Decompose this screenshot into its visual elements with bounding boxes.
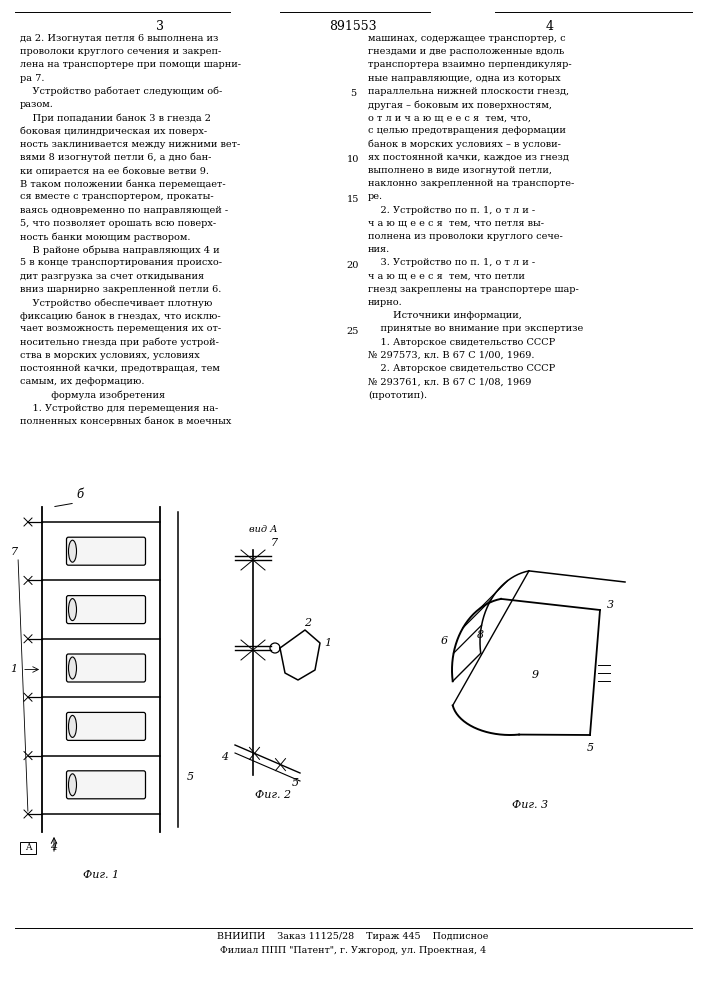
- Text: 4: 4: [546, 20, 554, 33]
- Text: боковая цилиндрическая их поверх-: боковая цилиндрическая их поверх-: [20, 126, 207, 136]
- Text: машинах, содержащее транспортер, с: машинах, содержащее транспортер, с: [368, 34, 566, 43]
- Text: 1. Авторское свидетельство СССР: 1. Авторское свидетельство СССР: [368, 338, 555, 347]
- Text: 3. Устройство по п. 1, о т л и -: 3. Устройство по п. 1, о т л и -: [368, 258, 535, 267]
- Bar: [20, 842, 36, 854]
- Text: При попадании банок 3 в гнезда 2: При попадании банок 3 в гнезда 2: [20, 113, 211, 123]
- Text: 5: 5: [187, 772, 194, 782]
- Text: параллельна нижней плоскости гнезд,: параллельна нижней плоскости гнезд,: [368, 87, 569, 96]
- Text: постоянной качки, предотвращая, тем: постоянной качки, предотвращая, тем: [20, 364, 220, 373]
- Ellipse shape: [69, 774, 76, 796]
- Text: лена на транспортере при помощи шарни-: лена на транспортере при помощи шарни-: [20, 60, 241, 69]
- Text: самым, их деформацию.: самым, их деформацию.: [20, 377, 144, 386]
- Text: ях постоянной качки, каждое из гнезд: ях постоянной качки, каждое из гнезд: [368, 153, 569, 162]
- Text: 10: 10: [347, 155, 359, 164]
- Text: вниз шарнирно закрепленной петли 6.: вниз шарнирно закрепленной петли 6.: [20, 285, 221, 294]
- Text: разом.: разом.: [20, 100, 54, 109]
- Text: ные направляющие, одна из которых: ные направляющие, одна из которых: [368, 74, 561, 83]
- Text: 5, что позволяет орошать всю поверх-: 5, что позволяет орошать всю поверх-: [20, 219, 216, 228]
- Text: 4: 4: [50, 842, 57, 852]
- Text: 891553: 891553: [329, 20, 377, 33]
- Text: 8: 8: [477, 630, 484, 640]
- Text: банок в морских условиях – в услови-: банок в морских условиях – в услови-: [368, 140, 561, 149]
- Text: ки опирается на ее боковые ветви 9.: ки опирается на ее боковые ветви 9.: [20, 166, 209, 176]
- Text: формула изобретения: формула изобретения: [20, 390, 165, 400]
- Text: ства в морских условиях, условиях: ства в морских условиях, условиях: [20, 351, 200, 360]
- Text: полненных консервных банок в моечных: полненных консервных банок в моечных: [20, 417, 231, 426]
- FancyBboxPatch shape: [66, 712, 146, 740]
- Text: 20: 20: [347, 260, 359, 269]
- Text: проволоки круглого сечения и закреп-: проволоки круглого сечения и закреп-: [20, 47, 221, 56]
- Ellipse shape: [69, 657, 76, 679]
- Text: вид А: вид А: [249, 526, 277, 534]
- Text: гнезд закреплены на транспортере шар-: гнезд закреплены на транспортере шар-: [368, 285, 579, 294]
- Text: В районе обрыва направляющих 4 и: В районе обрыва направляющих 4 и: [20, 245, 220, 255]
- Text: транспортера взаимно перпендикуляр-: транспортера взаимно перпендикуляр-: [368, 60, 572, 69]
- Text: да 2. Изогнутая петля 6 выполнена из: да 2. Изогнутая петля 6 выполнена из: [20, 34, 218, 43]
- Text: 15: 15: [347, 194, 359, 204]
- FancyBboxPatch shape: [66, 771, 146, 799]
- Text: ность банки моющим раствором.: ность банки моющим раствором.: [20, 232, 190, 241]
- Text: ч а ю щ е е с я  тем, что петля вы-: ч а ю щ е е с я тем, что петля вы-: [368, 219, 544, 228]
- Text: с целью предотвращения деформации: с целью предотвращения деформации: [368, 126, 566, 135]
- Text: 4: 4: [221, 752, 228, 762]
- Text: ния.: ния.: [368, 245, 390, 254]
- Text: выполнено в виде изогнутой петли,: выполнено в виде изогнутой петли,: [368, 166, 552, 175]
- Text: 6: 6: [441, 636, 448, 646]
- Text: принятые во внимание при экспертизе: принятые во внимание при экспертизе: [368, 324, 583, 333]
- Text: Устройство работает следующим об-: Устройство работает следующим об-: [20, 87, 222, 96]
- Ellipse shape: [69, 715, 76, 737]
- Text: 5: 5: [350, 89, 356, 98]
- Text: Источники информации,: Источники информации,: [368, 311, 522, 320]
- Text: 3: 3: [156, 20, 164, 33]
- Text: Устройство обеспечивает плотную: Устройство обеспечивает плотную: [20, 298, 212, 308]
- FancyBboxPatch shape: [66, 596, 146, 624]
- Text: 5 в конце транспортирования происхо-: 5 в конце транспортирования происхо-: [20, 258, 222, 267]
- Text: 9: 9: [532, 670, 539, 680]
- FancyBboxPatch shape: [66, 654, 146, 682]
- Text: 2. Авторское свидетельство СССР: 2. Авторское свидетельство СССР: [368, 364, 555, 373]
- Text: Филиал ППП "Патент", г. Ужгород, ул. Проектная, 4: Филиал ППП "Патент", г. Ужгород, ул. Про…: [220, 946, 486, 955]
- Text: нирно.: нирно.: [368, 298, 403, 307]
- Text: носительно гнезда при работе устрой-: носительно гнезда при работе устрой-: [20, 338, 219, 347]
- Text: Фиг. 2: Фиг. 2: [255, 790, 291, 800]
- Text: ность заклинивается между нижними вет-: ность заклинивается между нижними вет-: [20, 140, 240, 149]
- Text: № 293761, кл. В 67 С 1/08, 1969: № 293761, кл. В 67 С 1/08, 1969: [368, 377, 532, 386]
- Text: Фиг. 1: Фиг. 1: [83, 870, 119, 880]
- Text: В таком положении банка перемещает-: В таком положении банка перемещает-: [20, 179, 226, 189]
- Text: 5: 5: [586, 743, 594, 753]
- Text: наклонно закрепленной на транспорте-: наклонно закрепленной на транспорте-: [368, 179, 574, 188]
- Text: ваясь одновременно по направляющей -: ваясь одновременно по направляющей -: [20, 206, 228, 215]
- Text: ВНИИПИ    Заказ 11125/28    Тираж 445    Подписное: ВНИИПИ Заказ 11125/28 Тираж 445 Подписно…: [217, 932, 489, 941]
- Text: 2. Устройство по п. 1, о т л и -: 2. Устройство по п. 1, о т л и -: [368, 206, 535, 215]
- Text: Фиг. 3: Фиг. 3: [512, 800, 548, 810]
- Text: 25: 25: [347, 326, 359, 336]
- Text: 1. Устройство для перемещения на-: 1. Устройство для перемещения на-: [20, 404, 218, 413]
- Text: полнена из проволоки круглого сече-: полнена из проволоки круглого сече-: [368, 232, 563, 241]
- Text: б: б: [76, 488, 83, 501]
- Text: № 297573, кл. В 67 С 1/00, 1969.: № 297573, кл. В 67 С 1/00, 1969.: [368, 351, 534, 360]
- Text: 2: 2: [305, 618, 312, 628]
- FancyBboxPatch shape: [66, 537, 146, 565]
- Text: 7: 7: [11, 547, 18, 557]
- Text: 7: 7: [271, 538, 278, 548]
- Text: 1: 1: [11, 664, 18, 674]
- Text: 5: 5: [291, 778, 298, 788]
- Text: другая – боковым их поверхностям,: другая – боковым их поверхностям,: [368, 100, 552, 109]
- Text: чает возможность перемещения их от-: чает возможность перемещения их от-: [20, 324, 221, 333]
- Text: ра 7.: ра 7.: [20, 74, 45, 83]
- Text: фиксацию банок в гнездах, что исклю-: фиксацию банок в гнездах, что исклю-: [20, 311, 221, 321]
- Text: (прототип).: (прототип).: [368, 390, 427, 400]
- Text: ся вместе с транспортером, прокаты-: ся вместе с транспортером, прокаты-: [20, 192, 214, 201]
- Text: 3: 3: [607, 600, 614, 610]
- Text: ре.: ре.: [368, 192, 383, 201]
- Text: вями 8 изогнутой петли 6, а дно бан-: вями 8 изогнутой петли 6, а дно бан-: [20, 153, 211, 162]
- Text: 1: 1: [325, 638, 332, 648]
- Text: дит разгрузка за счет откидывания: дит разгрузка за счет откидывания: [20, 272, 204, 281]
- Text: ч а ю щ е е с я  тем, что петли: ч а ю щ е е с я тем, что петли: [368, 272, 525, 281]
- Ellipse shape: [69, 599, 76, 621]
- Text: гнездами и две расположенные вдоль: гнездами и две расположенные вдоль: [368, 47, 564, 56]
- Text: A: A: [25, 844, 31, 852]
- Text: о т л и ч а ю щ е е с я  тем, что,: о т л и ч а ю щ е е с я тем, что,: [368, 113, 531, 122]
- Ellipse shape: [69, 540, 76, 562]
